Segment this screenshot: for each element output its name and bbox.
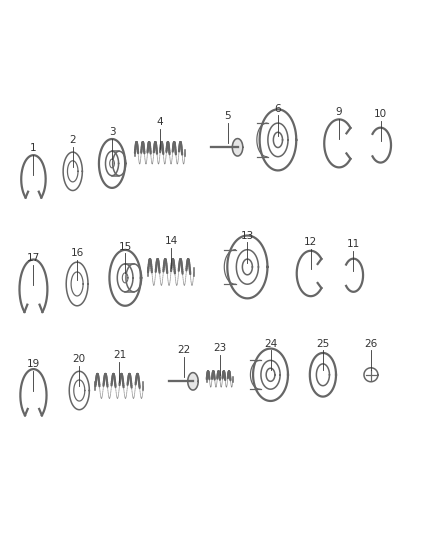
Text: 23: 23 bbox=[213, 343, 226, 353]
Text: 12: 12 bbox=[304, 237, 317, 247]
Text: 15: 15 bbox=[119, 241, 132, 252]
Text: 16: 16 bbox=[71, 248, 84, 258]
Polygon shape bbox=[232, 139, 243, 156]
Polygon shape bbox=[188, 373, 198, 390]
Text: 17: 17 bbox=[27, 253, 40, 263]
Text: 13: 13 bbox=[241, 231, 254, 241]
Text: 4: 4 bbox=[157, 117, 163, 127]
Text: 5: 5 bbox=[224, 111, 231, 121]
Text: 25: 25 bbox=[316, 338, 329, 349]
Text: 2: 2 bbox=[69, 135, 76, 145]
Text: 20: 20 bbox=[73, 354, 86, 364]
Text: 21: 21 bbox=[113, 350, 126, 360]
Text: 24: 24 bbox=[264, 338, 277, 349]
Text: 14: 14 bbox=[164, 236, 177, 246]
Text: 3: 3 bbox=[109, 127, 115, 138]
Text: 1: 1 bbox=[30, 143, 37, 153]
Text: 19: 19 bbox=[27, 359, 40, 369]
Text: 10: 10 bbox=[374, 109, 387, 119]
Text: 9: 9 bbox=[336, 107, 343, 117]
Text: 11: 11 bbox=[347, 239, 360, 249]
Text: 26: 26 bbox=[364, 338, 378, 349]
Text: 22: 22 bbox=[177, 345, 191, 355]
Text: 6: 6 bbox=[275, 104, 281, 114]
